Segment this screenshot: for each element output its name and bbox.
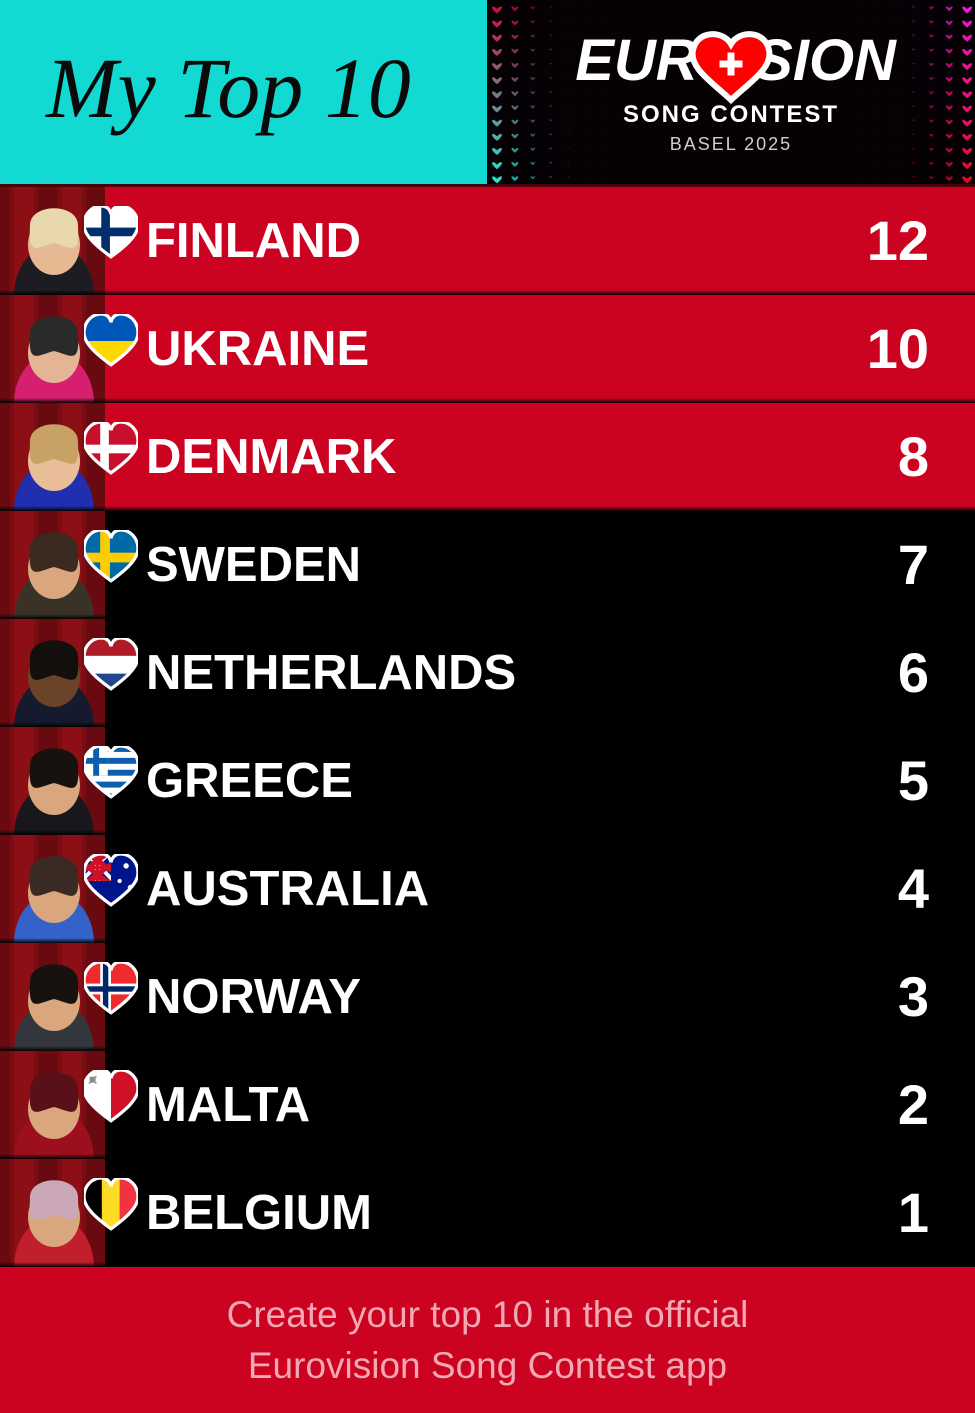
svg-text:SONG CONTEST: SONG CONTEST [623, 101, 839, 128]
svg-text:BASEL 2025: BASEL 2025 [670, 134, 792, 154]
